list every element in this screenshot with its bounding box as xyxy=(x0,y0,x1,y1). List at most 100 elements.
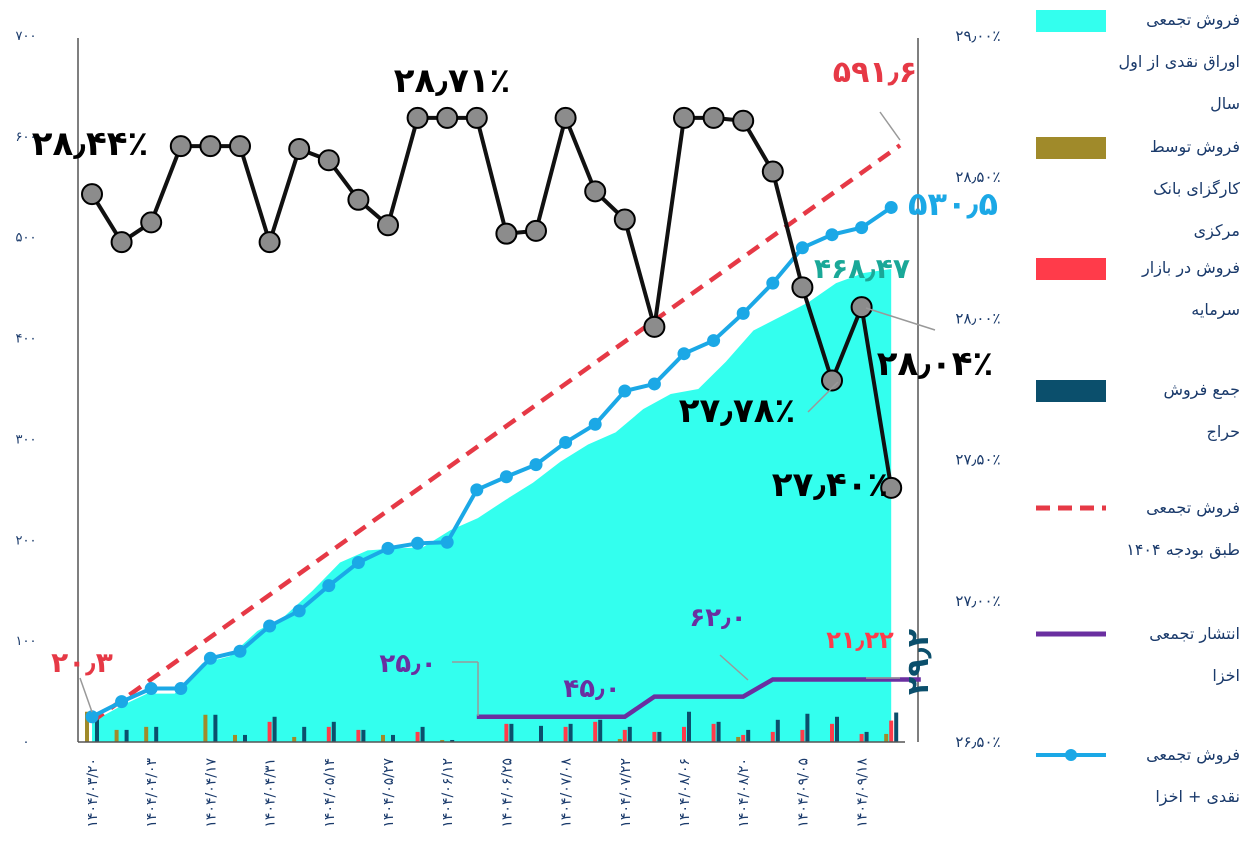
cash-akhza-point xyxy=(470,483,484,497)
rate-point xyxy=(821,369,843,392)
bar-capital-market xyxy=(326,726,331,742)
akhza-line xyxy=(476,677,921,720)
annotation-leader xyxy=(879,111,901,141)
budget-line xyxy=(90,143,902,724)
rate-point xyxy=(169,135,192,158)
cash-akhza-point xyxy=(825,228,839,242)
cash-akhza-point xyxy=(618,384,632,398)
bar-auction xyxy=(805,713,810,742)
left-tick-label: ۱۰۰ xyxy=(16,634,37,649)
bar-capital-market xyxy=(830,723,834,742)
bar-bank-broker xyxy=(440,739,445,742)
bar-auction xyxy=(420,726,425,742)
bar-capital-market xyxy=(711,723,716,742)
x-tick-label: ۱۴۰۴/۰۸/۲۰ xyxy=(736,758,752,828)
rate-point xyxy=(81,183,103,206)
left-tick-label: ۲۰۰ xyxy=(16,533,37,548)
rate-point xyxy=(584,180,607,203)
bar-auction xyxy=(746,729,751,742)
rate-point xyxy=(495,222,518,245)
rate-point xyxy=(613,208,636,231)
annotation-label: ۲۰٫۳ xyxy=(51,646,113,679)
left-tick-label: ۳۰۰ xyxy=(16,432,37,447)
legend-label: فروش تجمعی xyxy=(1146,498,1240,518)
rate-point xyxy=(229,135,251,158)
bar-auction xyxy=(272,716,277,742)
cash-akhza-point xyxy=(381,541,395,555)
cash-akhza-point xyxy=(263,619,277,633)
bar-capital-market xyxy=(800,729,805,742)
bar-auction xyxy=(894,712,899,742)
cash-akhza-point xyxy=(736,306,750,320)
bar-auction xyxy=(361,729,366,742)
annotation-label: ۵۳۰٫۵ xyxy=(908,185,998,223)
legend-label: اخزا xyxy=(1212,666,1240,686)
cash-akhza-point xyxy=(85,710,99,724)
x-tick-label: ۱۴۰۴/۰۵/۱۴ xyxy=(322,758,338,828)
bar-auction xyxy=(775,719,780,742)
legend-label: انتشار تجمعی xyxy=(1149,624,1240,644)
rate-point xyxy=(199,135,222,158)
rate-point xyxy=(732,109,755,132)
rate-point xyxy=(643,315,666,338)
area-cumulative-cash xyxy=(92,268,892,742)
x-tick-label: ۱۴۰۴/۰۳/۲۰ xyxy=(85,758,101,828)
annotation-label: ۶۲٫۰ xyxy=(689,603,746,633)
rate-point xyxy=(673,106,695,129)
cash-akhza-point xyxy=(351,555,365,569)
rate-point xyxy=(850,296,873,319)
legend-label: حراج xyxy=(1207,422,1241,442)
bar-auction xyxy=(864,731,869,742)
right-tick-label: ۲۷٫۰۰٪ xyxy=(955,592,1000,610)
bar-bank-broker xyxy=(114,729,119,742)
left-tick-label: ۷۰۰ xyxy=(16,29,37,44)
right-tick-label: ۲۸٫۰۰٪ xyxy=(955,309,1000,327)
bar-bank-broker xyxy=(736,736,741,742)
right-tick-label: ۲۶٫۵۰٪ xyxy=(955,733,1000,751)
cash-akhza-point xyxy=(174,682,188,696)
x-tick-label: ۱۴۰۴/۰۴/۰۳ xyxy=(144,758,160,828)
bar-capital-market xyxy=(770,731,775,742)
rate-point xyxy=(377,214,399,237)
bar-auction xyxy=(598,719,603,742)
rate-point xyxy=(110,231,133,254)
bar-auction xyxy=(154,726,159,742)
bar-auction xyxy=(302,726,307,742)
rate-line xyxy=(90,111,894,489)
bar-capital-market xyxy=(652,731,657,742)
rate-point xyxy=(140,211,163,234)
bar-auction xyxy=(716,721,721,742)
annotation-label: ۲۹٫۲ xyxy=(901,629,936,695)
bar-bank-broker xyxy=(144,726,149,742)
annotation-leader xyxy=(719,654,749,681)
rate-point xyxy=(258,231,281,254)
bar-capital-market xyxy=(563,726,568,742)
cash-akhza-point xyxy=(499,470,513,484)
legend-swatch-marker xyxy=(1065,749,1077,761)
cash-akhza-point xyxy=(559,435,573,449)
annotation-label: ۲۸٫۴۴٪ xyxy=(32,124,148,164)
bar-auction xyxy=(657,731,662,742)
legend-label: جمع فروش xyxy=(1164,380,1240,400)
left-tick-label: ۵۰۰ xyxy=(16,231,37,246)
annotation-leader xyxy=(79,677,93,713)
bar-auction xyxy=(539,725,543,742)
bar-auction xyxy=(568,723,573,742)
bar-bank-broker xyxy=(233,734,237,742)
bar-bank-broker xyxy=(884,733,889,742)
rate-point xyxy=(288,137,311,160)
bar-capital-market xyxy=(622,729,627,742)
cash-akhza-line xyxy=(91,205,893,719)
bar-auction xyxy=(213,714,218,742)
legend-label: مرکزی xyxy=(1194,221,1240,241)
cash-akhza-point xyxy=(795,241,809,255)
bar-bank-broker xyxy=(203,714,208,742)
bar-auction xyxy=(95,713,99,742)
bar-auction xyxy=(243,734,247,742)
cash-akhza-point xyxy=(115,695,129,709)
annotation-leader xyxy=(865,307,936,331)
cash-akhza-point xyxy=(322,579,336,593)
bar-capital-market xyxy=(859,733,864,742)
left-tick-label: ۰ xyxy=(23,735,30,750)
